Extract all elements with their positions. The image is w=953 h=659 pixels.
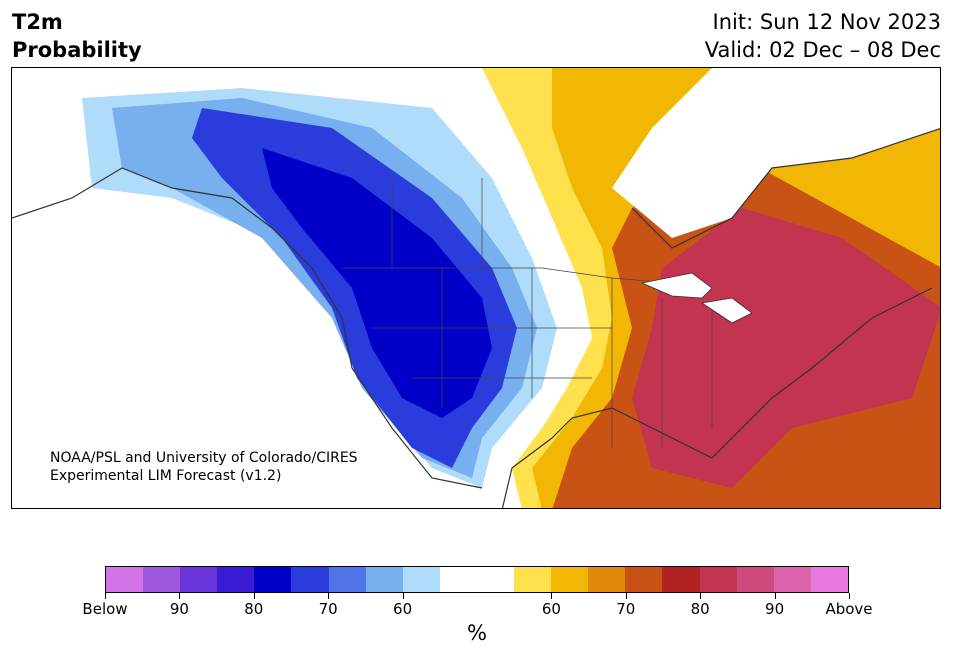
probability-map: NOAA/PSL and University of Colorado/CIRE…: [11, 67, 941, 509]
colorbar-tick-label: 70: [318, 600, 338, 618]
colorbar-segment: [254, 567, 292, 592]
colorbar-tick-label: 90: [169, 600, 189, 618]
colorbar-segment: [773, 567, 811, 592]
arctic-neutral: [612, 68, 940, 238]
colorbar-segment: [106, 567, 144, 592]
neutral-zone: [432, 68, 592, 508]
colorbar-segment: [551, 567, 589, 592]
colorbar-segment: [328, 567, 366, 592]
colorbar-segment: [439, 567, 477, 592]
colorbar-tick-mark: [402, 593, 404, 599]
colorbar-tick-label: 60: [393, 600, 413, 618]
colorbar-tick-label: Above: [825, 600, 873, 618]
colorbar-tick-mark: [551, 593, 553, 599]
forecast-dates: Init: Sun 12 Nov 2023 Valid: 02 Dec – 08…: [705, 8, 941, 64]
map-svg: [12, 68, 940, 508]
colorbar-tick-label: 90: [765, 600, 785, 618]
valid-dates: Valid: 02 Dec – 08 Dec: [704, 38, 941, 62]
colorbar-segment: [588, 567, 626, 592]
colorbar-unit: %: [467, 621, 487, 645]
colorbar-segment: [810, 567, 848, 592]
colorbar-segment: [143, 567, 181, 592]
colorbar-segment: [514, 567, 552, 592]
borders: [342, 178, 713, 448]
credit-line-1: NOAA/PSL and University of Colorado/CIRE…: [50, 450, 358, 466]
colorbar-tick-mark: [700, 593, 702, 599]
colorbar-tick-label: 80: [244, 600, 264, 618]
above-max-zone: [632, 208, 940, 488]
colorbar-tick-mark: [625, 593, 627, 599]
credit-line-2: Experimental LIM Forecast (v1.2): [50, 468, 282, 484]
colorbar-segment: [476, 567, 515, 592]
colorbar-segment: [402, 567, 440, 592]
below-max-zone: [262, 148, 492, 418]
colorbar-tick-mark: [105, 593, 106, 599]
colorbar-tick-label: 70: [616, 600, 636, 618]
title-line-1: T2m: [12, 10, 63, 34]
title-line-2: Probability: [12, 38, 142, 62]
colorbar-tick-mark: [179, 593, 181, 599]
coastline: [12, 128, 940, 508]
colorbar-tick-mark: [774, 593, 776, 599]
great-lakes: [640, 272, 753, 324]
colorbar-segment: [291, 567, 329, 592]
colorbar-segment: [662, 567, 700, 592]
colorbar-segment: [736, 567, 774, 592]
colorbar-segment: [217, 567, 255, 592]
colorbar-tick-label: 60: [541, 600, 561, 618]
colorbar-tick-mark: [253, 593, 255, 599]
colorbar-segment: [699, 567, 737, 592]
colorbar: [105, 566, 849, 593]
colorbar-tick-label: Below: [82, 600, 128, 618]
colorbar-segment: [625, 567, 663, 592]
colorbar-segment: [365, 567, 403, 592]
colorbar-segment: [180, 567, 218, 592]
colorbar-tick-mark: [849, 593, 850, 599]
colorbar-tick-label: 80: [690, 600, 710, 618]
colorbar-tick-mark: [328, 593, 330, 599]
credit-text: NOAA/PSL and University of Colorado/CIRE…: [50, 449, 358, 485]
init-date: Init: Sun 12 Nov 2023: [712, 10, 941, 34]
map-title: T2m Probability: [12, 8, 142, 64]
